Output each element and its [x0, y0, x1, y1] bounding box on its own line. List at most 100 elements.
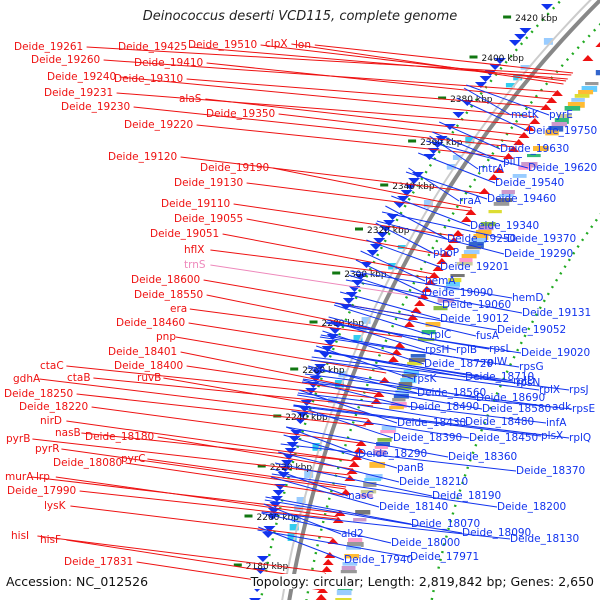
left-gene-label: pyrC [121, 453, 146, 465]
right-gene-label: Deide_18200 [497, 501, 566, 513]
left-gene-label: gdhA [13, 373, 41, 385]
leader-line [260, 44, 567, 82]
function-block [551, 122, 567, 127]
reverse-gene-arrow [408, 178, 421, 184]
reverse-gene-arrow [452, 112, 465, 118]
right-gene-label: Deide_19460 [487, 193, 556, 205]
leader-line [432, 131, 504, 163]
leader-line [210, 249, 432, 279]
right-gene-label: Deide_18090 [462, 527, 531, 539]
reverse-gene-arrow [272, 490, 285, 496]
forward-gene-arrow [322, 559, 334, 565]
right-gene-label: rplD [513, 375, 535, 387]
reverse-gene-arrow [269, 502, 282, 508]
function-block [374, 446, 389, 450]
right-gene-label: Deide_18370 [516, 465, 585, 477]
function-block [361, 317, 371, 324]
function-block [581, 86, 598, 92]
function-block [475, 230, 492, 235]
right-gene-label: nasC [348, 490, 374, 502]
leader-line [93, 377, 374, 407]
reverse-gene-arrow [514, 34, 527, 40]
right-gene-label: Deide_18580 [482, 403, 551, 415]
right-gene-label: rplX [539, 384, 560, 396]
forward-gene-arrow [414, 300, 426, 306]
leader-line [186, 78, 545, 108]
left-gene-label: era [170, 303, 187, 315]
right-gene-label: rpsE [572, 403, 595, 415]
reverse-gene-arrow [404, 184, 417, 190]
leader-line [206, 62, 551, 100]
leader-line [456, 97, 529, 132]
leader-line [274, 462, 433, 497]
leader-line [61, 448, 346, 490]
right-gene-label: rpsL [489, 343, 511, 355]
reverse-gene-arrow [366, 250, 379, 256]
right-gene-label: Deide_18210 [399, 476, 468, 488]
forward-gene-arrow [351, 454, 362, 460]
kbp-tick-label: 2300 kbp [344, 270, 387, 280]
function-block [548, 126, 564, 132]
left-gene-label: Deide_19310 [114, 73, 183, 85]
function-block [423, 200, 433, 208]
leader-line [278, 451, 400, 483]
leader-line [291, 43, 564, 85]
leader-line [297, 394, 466, 423]
leader-line [157, 436, 352, 470]
forward-gene-arrow [428, 272, 440, 278]
kbp-tick-label: 2420 kbp [515, 14, 558, 24]
reverse-gene-arrow [519, 28, 532, 34]
reverse-gene-arrow [541, 4, 553, 10]
right-gene-label: Deide_19201 [440, 261, 509, 273]
left-gene-label: Deide_17831 [64, 556, 133, 568]
left-gene-label: Deide_19120 [108, 151, 177, 163]
left-gene-label: Deide_17990 [7, 485, 76, 497]
leader-line [186, 365, 378, 395]
label-leader-lines [31, 43, 574, 591]
leader-line [163, 377, 371, 415]
function-block [363, 482, 377, 487]
right-gene-label: Deide_18130 [510, 533, 579, 545]
forward-gene-arrow [353, 447, 365, 453]
forward-gene-arrow [387, 356, 399, 362]
left-gene-label: hisF [40, 534, 61, 546]
leader-line [438, 121, 501, 150]
genome-summary-text: Topology: circular; Length: 2,819,842 bp… [250, 574, 594, 589]
reverse-gene-arrow [494, 58, 506, 64]
function-block [312, 443, 322, 451]
leader-line [293, 404, 394, 439]
leader-line [293, 405, 542, 437]
dotted-guide-rings [259, 0, 600, 600]
right-gene-label: rplB [456, 344, 477, 356]
right-gene-label: Deide_18430 [397, 417, 466, 429]
left-gene-label: Deide_19220 [124, 119, 193, 131]
right-gene-label: Deide_19370 [507, 233, 576, 245]
function-block [389, 406, 404, 410]
left-gene-label: Deide_18550 [134, 289, 203, 301]
right-gene-label: Deide_18560 [417, 387, 486, 399]
right-gene-label: Deide_19020 [521, 347, 590, 359]
reverse-gene-arrow [474, 82, 487, 88]
leader-line [261, 512, 392, 544]
leader-line [280, 443, 517, 472]
leader-line [302, 379, 411, 408]
right-gene-label: Deide_18450 [469, 432, 538, 444]
function-block [373, 450, 387, 455]
kbp-tick-label: 2320 kbp [367, 226, 410, 236]
leader-line [425, 140, 529, 169]
function-block [407, 362, 422, 366]
left-gene-label: hisI [11, 530, 29, 542]
function-block [304, 470, 314, 478]
function-block [457, 262, 473, 266]
left-gene-label: Deide_19110 [161, 198, 230, 210]
backbone-arc [287, 0, 600, 600]
right-gene-label: Deide_18140 [379, 501, 448, 513]
leader-line [125, 462, 344, 496]
right-gene-label: pyrE [549, 109, 573, 121]
leader-line [55, 476, 338, 518]
right-gene-label: Deide_18390 [393, 432, 462, 444]
leader-line [246, 218, 444, 256]
right-gene-label: rpsG [519, 361, 544, 373]
function-block [289, 524, 299, 531]
